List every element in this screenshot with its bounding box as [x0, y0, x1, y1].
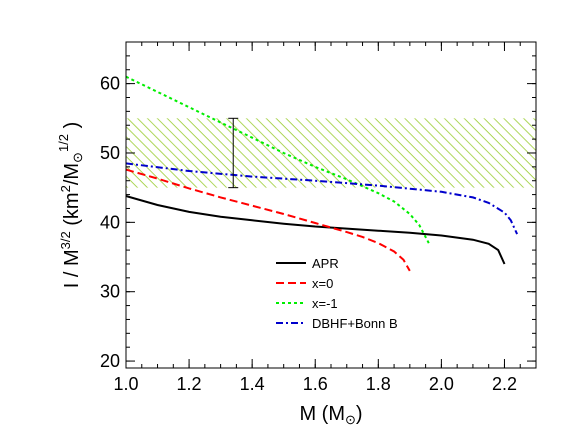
- hatched-band: [126, 118, 536, 188]
- error-bar-layer: [228, 117, 239, 189]
- series-layer: [126, 75, 519, 272]
- y-tick-label: 30: [100, 282, 120, 302]
- legend: APR x=0 x=-1 DBHF+Bonn B: [276, 256, 398, 331]
- y-tick-label: 60: [100, 74, 120, 94]
- y-tick-label: 20: [100, 351, 120, 371]
- hatched-band-layer: [126, 118, 536, 188]
- legend-label-1: x=0: [312, 276, 333, 291]
- y-tick-label: 40: [100, 212, 120, 232]
- series-line-0: [126, 195, 506, 265]
- legend-label-2: x=-1: [312, 296, 338, 311]
- x-tick-label: 1.2: [177, 374, 202, 394]
- x-axis-title: M (M⊙): [299, 403, 362, 427]
- x-tick-label: 1.0: [113, 374, 138, 394]
- x-tick-label: 1.8: [366, 374, 391, 394]
- x-tick-label: 2.0: [429, 374, 454, 394]
- legend-label-0: APR: [312, 256, 339, 271]
- y-tick-label: 50: [100, 143, 120, 163]
- x-tick-label: 1.4: [240, 374, 265, 394]
- x-tick-label: 2.2: [492, 374, 517, 394]
- tick-layer: 1.0 1.2 1.4 1.6 1.8 2.0 2.2 20 30 40 50 60: [100, 42, 537, 394]
- series-line-3: [126, 162, 519, 235]
- series-line-1: [126, 168, 411, 272]
- x-tick-label: 1.6: [303, 374, 328, 394]
- legend-label-3: DBHF+Bonn B: [312, 316, 398, 331]
- y-axis-title: I / M3/2 (km2/M⊙1/2 ): [56, 122, 85, 289]
